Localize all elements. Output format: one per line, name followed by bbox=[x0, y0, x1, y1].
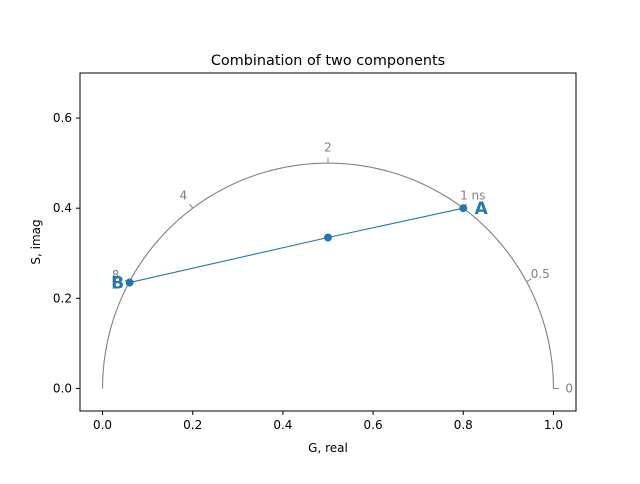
lifetime-label: 1 ns bbox=[460, 189, 485, 203]
lifetime-tick bbox=[526, 278, 532, 283]
data-point bbox=[324, 233, 332, 242]
lifetime-label: 4 bbox=[179, 189, 187, 203]
data-point bbox=[125, 278, 134, 287]
x-tick-label: 0.4 bbox=[273, 418, 292, 432]
y-tick-label: 0.2 bbox=[53, 291, 72, 305]
data-point bbox=[459, 204, 468, 213]
x-axis-label: G, real bbox=[308, 441, 348, 455]
lifetime-tick bbox=[189, 203, 194, 209]
x-tick-label: 0.6 bbox=[364, 418, 383, 432]
lifetime-label: 0.5 bbox=[531, 267, 550, 281]
point-annotation: A bbox=[475, 199, 489, 219]
y-axis-label: S, imag bbox=[29, 219, 43, 264]
x-tick-label: 0.8 bbox=[454, 418, 473, 432]
chart-title: Combination of two components bbox=[211, 53, 445, 69]
point-annotation: B bbox=[111, 274, 124, 294]
plot-area: 0 0.5 1 ns 2 4 8 A B 0.0 0.2 0.4 0.6 0.8 1.0 0.0 0.2 0.4… bbox=[53, 72, 577, 432]
y-tick-label: 0.6 bbox=[53, 111, 72, 125]
lifetime-label: 2 bbox=[324, 140, 332, 154]
lifetime-label: 8 bbox=[112, 268, 120, 282]
lifetime-label: 0 bbox=[565, 381, 573, 395]
x-tick-label: 1.0 bbox=[544, 418, 563, 432]
axes-frame bbox=[79, 72, 577, 412]
y-tick-label: 0.0 bbox=[53, 381, 72, 395]
x-tick-label: 0.0 bbox=[93, 418, 112, 432]
x-tick-label: 0.2 bbox=[183, 418, 202, 432]
y-tick-label: 0.4 bbox=[53, 201, 72, 215]
